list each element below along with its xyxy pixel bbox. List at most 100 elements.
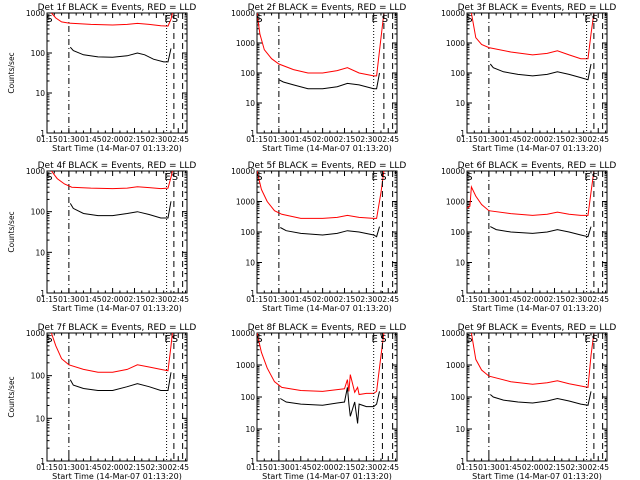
x-tick-label: 02:00: [102, 463, 124, 472]
x-axis-label: Start Time (14-Mar-07 01:13:20): [52, 472, 182, 480]
marker-start-label: S: [380, 172, 386, 183]
marker-start-label: S: [172, 334, 178, 345]
x-tick-label: 01:45: [80, 135, 102, 144]
y-axis-label: Counts/sec: [7, 376, 16, 417]
y-tick-label: 1: [250, 129, 255, 138]
chart-panel-5: Det 5f BLACK = Events, RED = LLD 1 10 100 10…: [231, 161, 406, 313]
y-tick-label: 1000: [446, 39, 465, 48]
y-tick-label: 10000: [441, 167, 465, 176]
y-tick-label: 10: [35, 414, 45, 423]
plot-frame: [46, 332, 188, 462]
y-tick-label: 100: [451, 228, 466, 237]
marker-end-label: E: [372, 172, 378, 183]
x-tick-label: 02:30: [146, 463, 168, 472]
chart-panel-9: Det 9f BLACK = Events, RED = LLD 1 10 100 10…: [441, 323, 616, 480]
marker-start-label: S: [256, 14, 262, 25]
lld-line: [257, 13, 385, 77]
x-tick-label: 01:30: [478, 135, 500, 144]
x-tick-label: 02:00: [312, 135, 334, 144]
marker-start-label: S: [46, 172, 52, 183]
x-tick-label: 01:30: [478, 463, 500, 472]
y-tick-label: 1: [40, 289, 45, 298]
chart-title: Det 2f BLACK = Events, RED = LLD: [248, 3, 407, 13]
events-line: [490, 226, 592, 238]
y-tick-label: 1: [40, 129, 45, 138]
marker-end-label: E: [164, 14, 170, 25]
x-tick-label: 01:15: [246, 295, 268, 304]
x-tick-label: 02:00: [102, 295, 124, 304]
marker-end-label: E: [164, 334, 170, 345]
lld-line: [470, 13, 595, 60]
x-tick-label: 01:45: [290, 463, 312, 472]
lld-line: [470, 333, 595, 388]
x-tick-label: 02:45: [377, 135, 399, 144]
y-tick-label: 10: [245, 99, 255, 108]
y-axis-label: Counts/sec: [7, 52, 16, 93]
x-tick-label: 01:30: [478, 295, 500, 304]
y-tick-label: 100: [451, 393, 466, 402]
marker-start-label: S: [46, 14, 52, 25]
marker-end-label: E: [584, 334, 590, 345]
x-tick-label: 01:30: [268, 463, 290, 472]
series-group: [470, 13, 595, 81]
x-tick-label: 02:45: [167, 295, 189, 304]
y-tick-label: 100: [241, 69, 256, 78]
x-tick-label: 02:45: [587, 295, 609, 304]
chart-title: Det 3f BLACK = Events, RED = LLD: [458, 3, 617, 13]
chart-panel-3: Det 3f BLACK = Events, RED = LLD 1 10 100 10…: [441, 3, 616, 153]
y-tick-label: 10000: [231, 167, 255, 176]
events-line: [280, 387, 380, 424]
events-line: [489, 391, 592, 406]
x-axis-label: Start Time (14-Mar-07 01:13:20): [52, 304, 182, 313]
x-tick-label: 02:30: [356, 295, 378, 304]
series-group: [257, 171, 385, 238]
lld-line: [51, 171, 173, 190]
plot-frame: [46, 170, 188, 294]
x-tick-label: 02:00: [522, 295, 544, 304]
x-tick-label: 02:15: [544, 135, 566, 144]
events-line: [69, 46, 172, 63]
y-tick-label: 1000: [26, 167, 45, 176]
x-tick-label: 02:30: [356, 135, 378, 144]
marker-end-label: E: [584, 14, 590, 25]
y-tick-label: 100: [241, 393, 256, 402]
marker-end-label: E: [372, 14, 378, 25]
y-tick-label: 1: [250, 457, 255, 466]
y-tick-label: 1: [40, 457, 45, 466]
lld-line: [257, 171, 385, 219]
marker-start-label: S: [466, 172, 472, 183]
lld-line: [257, 333, 385, 396]
series-group: [467, 171, 595, 238]
marker-start-label: S: [172, 172, 178, 183]
lld-line: [467, 171, 595, 216]
x-tick-label: 02:00: [102, 135, 124, 144]
events-line: [69, 201, 172, 219]
y-tick-label: 10: [455, 425, 465, 434]
x-tick-label: 01:45: [500, 463, 522, 472]
events-line: [278, 72, 380, 90]
y-tick-label: 10000: [231, 329, 255, 338]
y-tick-label: 100: [31, 208, 46, 217]
series-group: [50, 333, 173, 391]
x-tick-label: 01:45: [500, 295, 522, 304]
lld-line: [51, 13, 173, 27]
x-axis-label: Start Time (14-Mar-07 01:13:20): [262, 472, 392, 480]
x-tick-label: 01:30: [58, 295, 80, 304]
chart-title: Det 8f BLACK = Events, RED = LLD: [248, 323, 407, 333]
x-tick-label: 01:45: [80, 463, 102, 472]
x-tick-label: 02:00: [312, 295, 334, 304]
x-tick-label: 01:15: [36, 295, 58, 304]
marker-start-label: S: [466, 334, 472, 345]
y-tick-label: 100: [451, 69, 466, 78]
y-tick-label: 100: [31, 49, 46, 58]
y-tick-label: 1000: [26, 329, 45, 338]
chart-panel-7: Det 7f BLACK = Events, RED = LLD 1 10 100 10…: [7, 323, 196, 480]
y-tick-label: 10: [455, 259, 465, 268]
marker-start-label: S: [46, 334, 52, 345]
x-tick-label: 02:30: [146, 295, 168, 304]
marker-start-label: S: [466, 14, 472, 25]
marker-start-label: S: [592, 14, 598, 25]
x-tick-label: 02:45: [587, 463, 609, 472]
